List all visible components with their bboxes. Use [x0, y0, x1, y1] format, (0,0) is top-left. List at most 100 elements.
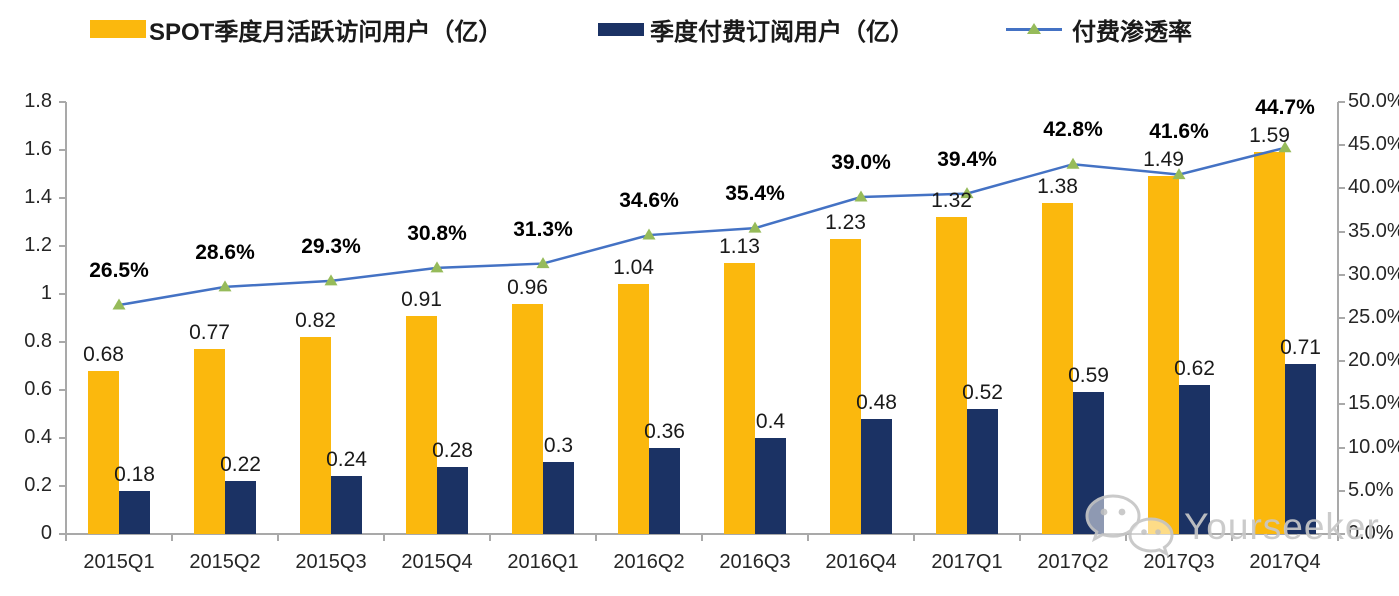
right-axis-tick [1338, 101, 1345, 103]
x-tick-label: 2015Q2 [189, 551, 261, 573]
y-left-tick-label: 1.6 [24, 138, 52, 160]
mau-value-label: 1.49 [1143, 148, 1184, 172]
left-axis-tick [59, 389, 66, 391]
x-axis-tick [383, 534, 385, 541]
legend-label-penetration: 付费渗透率 [1072, 18, 1192, 46]
legend-swatch-subs [598, 22, 644, 36]
y-left-tick-label: 1.2 [24, 234, 52, 256]
penetration-label: 39.4% [937, 147, 997, 171]
penetration-marker-triangle [218, 280, 232, 292]
bar-spot-mau [406, 315, 437, 534]
penetration-marker-triangle [536, 257, 550, 269]
mau-value-label: 0.68 [83, 342, 124, 366]
left-axis-tick [59, 533, 66, 535]
subs-value-label: 0.24 [326, 448, 367, 472]
y-left-tick-label: 0.6 [24, 378, 52, 400]
bar-paid-subs [225, 481, 256, 534]
y-right-tick-label: 0.0% [1348, 522, 1394, 544]
bar-spot-mau [724, 262, 755, 534]
right-axis-tick [1338, 187, 1345, 190]
x-axis-tick [1019, 534, 1021, 541]
penetration-marker-triangle [854, 190, 868, 202]
legend-item-mau: SPOT季度月活跃访问用户（亿） [90, 14, 503, 46]
bar-spot-mau [618, 284, 649, 534]
bar-paid-subs [543, 462, 574, 534]
y-left-tick-label: 0.8 [24, 330, 52, 352]
y-right-tick-label: 30.0% [1348, 262, 1399, 285]
penetration-label: 44.7% [1255, 96, 1315, 120]
bar-spot-mau [194, 349, 225, 534]
penetration-label: 41.6% [1149, 120, 1209, 144]
mau-value-label: 1.32 [931, 189, 972, 213]
x-tick-label: 2016Q2 [613, 551, 685, 573]
y-right-tick-label: 20.0% [1348, 349, 1399, 372]
left-axis-tick [59, 245, 66, 247]
penetration-label: 39.0% [831, 151, 891, 175]
mau-value-label: 1.59 [1249, 124, 1290, 148]
penetration-marker-triangle [112, 298, 126, 310]
x-tick-label: 2016Q1 [507, 551, 579, 573]
bar-spot-mau [512, 303, 543, 534]
legend-label-mau: SPOT季度月活跃访问用户（亿） [149, 18, 503, 46]
x-tick-label: 2017Q1 [931, 551, 1003, 573]
x-tick-label: 2016Q3 [719, 551, 791, 573]
triangle-marker-icon [1027, 22, 1041, 34]
mau-value-label: 0.96 [507, 275, 548, 299]
left-axis-tick [59, 341, 66, 343]
bar-paid-subs [331, 476, 362, 534]
mau-value-label: 0.77 [189, 321, 230, 345]
legend-item-subs: 季度付费订阅用户（亿） [598, 14, 914, 46]
x-axis-tick [489, 534, 491, 541]
subs-value-label: 0.22 [220, 453, 261, 477]
subs-value-label: 0.48 [856, 390, 897, 414]
right-axis-tick [1338, 489, 1345, 492]
bar-spot-mau [300, 337, 331, 534]
x-axis-tick [913, 534, 915, 541]
left-axis-tick [59, 101, 66, 103]
bar-paid-subs [1073, 392, 1104, 534]
mau-value-label: 1.13 [719, 234, 760, 258]
penetration-label: 34.6% [619, 189, 679, 213]
penetration-marker-triangle [324, 274, 338, 286]
penetration-label: 26.5% [89, 259, 149, 283]
right-axis-tick [1338, 317, 1345, 319]
penetration-marker-triangle [430, 261, 444, 273]
bar-paid-subs [119, 490, 150, 534]
subs-value-label: 0.52 [962, 381, 1003, 405]
subs-value-label: 0.36 [644, 419, 685, 443]
bar-paid-subs [649, 447, 680, 534]
x-tick-label: 2016Q4 [825, 551, 897, 573]
mau-value-label: 0.91 [401, 287, 442, 311]
x-tick-label: 2017Q3 [1143, 551, 1215, 573]
subs-value-label: 0.28 [432, 438, 473, 462]
bar-paid-subs [1179, 385, 1210, 534]
x-tick-label: 2015Q4 [401, 551, 473, 573]
subs-value-label: 0.62 [1174, 357, 1215, 381]
x-tick-label: 2015Q3 [295, 551, 367, 573]
mau-value-label: 1.23 [825, 210, 866, 234]
right-axis-tick [1338, 273, 1345, 276]
x-axis-tick [171, 534, 173, 541]
left-axis-tick [59, 437, 66, 439]
y-right-tick-label: 10.0% [1348, 435, 1399, 458]
right-axis-tick [1338, 230, 1345, 233]
right-axis-tick [1338, 533, 1345, 535]
x-axis-tick [65, 534, 67, 541]
bar-paid-subs [755, 438, 786, 534]
x-tick-label: 2017Q2 [1037, 551, 1109, 573]
bar-paid-subs [1285, 363, 1316, 534]
x-axis-tick [807, 534, 809, 541]
legend-item-penetration: 付费渗透率 [1006, 14, 1192, 46]
penetration-label: 28.6% [195, 240, 255, 264]
y-left-tick-label: 1.4 [24, 186, 52, 208]
x-tick-label: 2015Q1 [83, 551, 155, 573]
y-left-tick-label: 1 [40, 282, 52, 304]
y-left-tick-label: 0.4 [24, 426, 52, 448]
penetration-marker-triangle [642, 228, 656, 240]
right-axis-tick [1338, 360, 1345, 363]
bar-spot-mau [88, 370, 119, 534]
penetration-line [118, 146, 1286, 307]
mau-value-label: 1.04 [613, 256, 654, 280]
bar-spot-mau [936, 217, 967, 534]
